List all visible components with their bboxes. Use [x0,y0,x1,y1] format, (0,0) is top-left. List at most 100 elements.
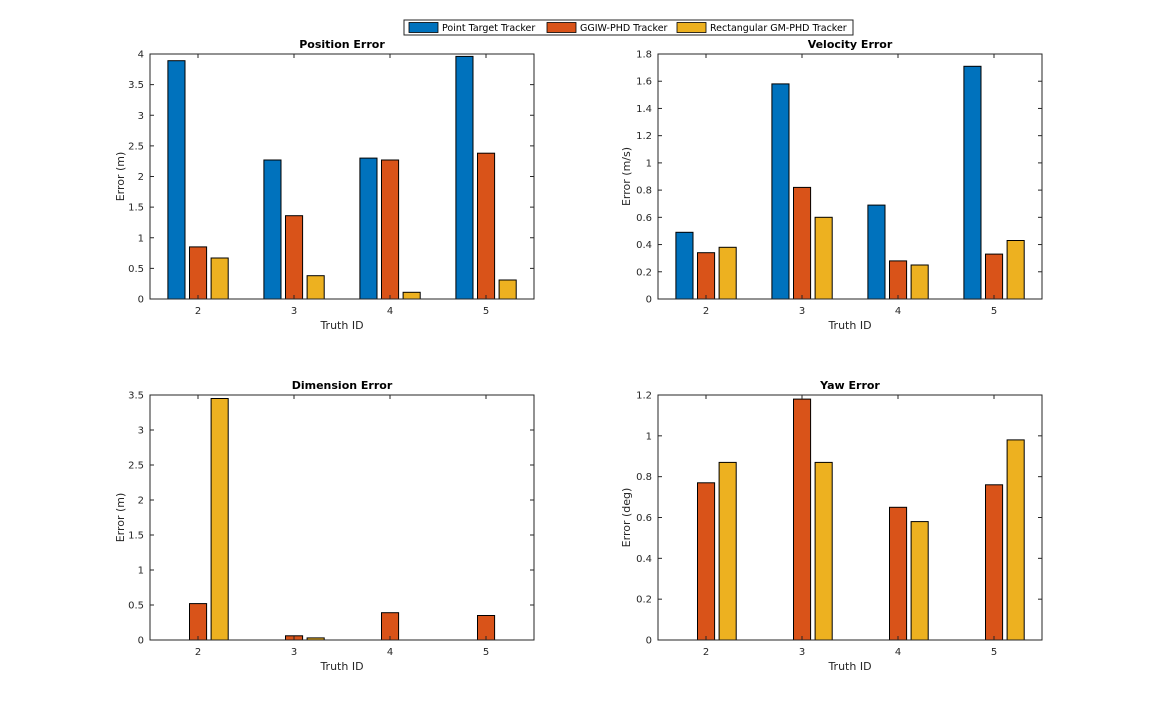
bar-point-target-tracker-id-5 [963,65,982,300]
bar-ggiw-phd-tracker-id-4 [889,260,908,300]
x-tick-label: 2 [703,647,709,658]
bar-ggiw-phd-tracker-id-2 [189,603,208,641]
x-tick-label: 4 [387,306,393,317]
legend-swatch-point-target [408,22,439,33]
y-axis-label: Error (m) [114,493,127,543]
y-tick-label: 2 [138,496,144,507]
bar-rectangular-gm-phd-tracker-id-2 [210,257,229,300]
bars [189,398,496,641]
ticks: 0 0.2 0.4 0.6 0.8 1 1.2 1.4 1.6 1.8 2 3 4 5 [636,50,1042,317]
bar-rectangular-gm-phd-tracker-id-2 [718,461,737,641]
y-tick-label: 0.6 [636,213,652,224]
y-tick-label: 3 [138,426,144,437]
x-axis-label: Truth ID [827,660,871,673]
bar-rectangular-gm-phd-tracker-id-4 [910,521,929,641]
y-tick-label: 0.2 [636,595,652,606]
y-tick-label: 0 [646,636,652,647]
y-tick-label: 1 [646,158,652,169]
bar-point-target-tracker-id-2 [675,231,694,300]
y-tick-label: 1 [138,233,144,244]
bars [697,398,1025,641]
bar-ggiw-phd-tracker-id-3 [793,398,812,641]
x-tick-label: 5 [991,647,997,658]
bar-rectangular-gm-phd-tracker-id-5 [498,279,517,300]
bars [167,55,517,300]
bar-ggiw-phd-tracker-id-4 [381,612,400,641]
y-tick-label: 2.5 [128,141,144,152]
x-tick-label: 3 [291,306,297,317]
bar-rectangular-gm-phd-tracker-id-4 [402,291,421,300]
subplot-position-error: Position Error Truth ID Error (m) 0 0.5 1 1… [114,38,535,332]
bar-rectangular-gm-phd-tracker-id-4 [910,264,929,300]
axes-box [657,394,1043,641]
x-tick-label: 2 [195,306,201,317]
y-axis-label: Error (m/s) [620,147,633,206]
legend-entry-rect-gm-phd: Rectangular GM-PHD Tracker [676,22,847,34]
y-tick-label: 1.5 [128,203,144,214]
y-tick-label: 1.8 [636,50,652,61]
bar-ggiw-phd-tracker-id-2 [697,482,716,641]
bar-rectangular-gm-phd-tracker-id-5 [1006,439,1025,641]
x-tick-label: 3 [799,306,805,317]
axes-box [657,53,1043,300]
y-tick-label: 4 [138,50,144,61]
y-tick-label: 1.4 [636,104,652,115]
y-tick-label: 0 [646,295,652,306]
x-axis-label: Truth ID [827,319,871,332]
bar-rectangular-gm-phd-tracker-id-3 [814,461,833,641]
y-tick-label: 1.6 [636,77,652,88]
y-tick-label: 1.5 [128,531,144,542]
x-tick-label: 4 [387,647,393,658]
bar-ggiw-phd-tracker-id-5 [477,152,496,300]
y-axis-label: Error (deg) [620,488,633,548]
bar-point-target-tracker-id-4 [359,157,378,300]
bar-point-target-tracker-id-5 [455,55,474,300]
subplot-dimension-error: Dimension Error Truth ID Error (m) 0 0.5 1… [114,379,535,673]
y-tick-label: 0.2 [636,267,652,278]
subplot-yaw-error: Yaw Error Truth ID Error (deg) 0 0.2 0.4 0.… [620,379,1043,673]
bar-ggiw-phd-tracker-id-5 [985,253,1004,300]
x-tick-label: 3 [799,647,805,658]
y-tick-label: 0.6 [636,513,652,524]
bar-ggiw-phd-tracker-id-2 [697,252,716,300]
chart-title: Velocity Error [808,38,893,51]
y-tick-label: 1.2 [636,391,652,402]
legend-label-ggiw-phd: GGIW-PHD Tracker [580,23,668,34]
axes-box [149,53,535,300]
bars [675,65,1025,300]
bar-rectangular-gm-phd-tracker-id-3 [306,275,325,300]
x-tick-label: 2 [195,647,201,658]
legend-box [403,19,854,36]
x-tick-label: 5 [483,306,489,317]
bar-ggiw-phd-tracker-id-5 [985,484,1004,641]
chart-title: Dimension Error [292,379,393,392]
y-tick-label: 3 [138,111,144,122]
legend-swatch-rect-gm-phd [676,22,707,33]
bar-ggiw-phd-tracker-id-2 [189,246,208,300]
y-axis-label: Error (m) [114,152,127,202]
x-axis-label: Truth ID [319,660,363,673]
y-tick-label: 2.5 [128,461,144,472]
x-tick-label: 3 [291,647,297,658]
y-tick-label: 0.4 [636,554,652,565]
chart-title: Position Error [299,38,385,51]
x-tick-label: 5 [483,647,489,658]
y-tick-label: 3.5 [128,391,144,402]
ticks: 0 0.5 1 1.5 2 2.5 3 3.5 2 3 4 5 [128,391,534,658]
x-tick-label: 4 [895,647,901,658]
y-tick-label: 1 [138,566,144,577]
legend-entry-point-target: Point Target Tracker [408,22,535,34]
x-axis-label: Truth ID [319,319,363,332]
bar-ggiw-phd-tracker-id-4 [889,506,908,641]
y-tick-label: 1 [646,431,652,442]
y-tick-label: 0.5 [128,264,144,275]
y-tick-label: 0.5 [128,601,144,612]
bar-point-target-tracker-id-3 [263,159,282,300]
y-tick-label: 2 [138,172,144,183]
y-tick-label: 0.8 [636,186,652,197]
subplot-velocity-error: Velocity Error Truth ID Error (m/s) 0 0.2… [620,38,1043,332]
bar-point-target-tracker-id-4 [867,204,886,300]
bar-point-target-tracker-id-3 [771,83,790,300]
y-tick-label: 0 [138,295,144,306]
